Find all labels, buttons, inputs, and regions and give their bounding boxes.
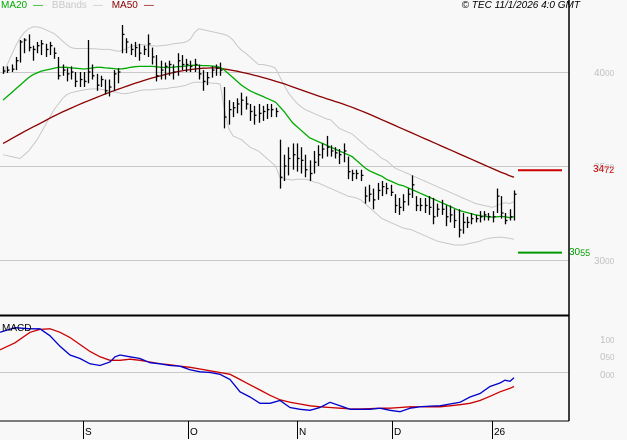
- gridlines: [0, 72, 569, 373]
- price-axis-label: 4000: [594, 68, 615, 79]
- x-axis-label: 26: [494, 427, 506, 438]
- chart-frame: [0, 0, 570, 422]
- price-bars: [2, 25, 517, 238]
- resistance-label: 3472: [593, 164, 615, 176]
- legend-ma20: MA20: [1, 0, 28, 11]
- x-axis-label: O: [190, 427, 198, 438]
- x-axis-label: D: [394, 427, 402, 438]
- copyright-timestamp: © TEC 11/1/2026 4:0 GMT: [461, 0, 580, 11]
- legend-ma50: MA50: [111, 0, 138, 11]
- x-axis-label: N: [299, 427, 307, 438]
- macd-lines: [0, 327, 515, 413]
- macd-axis-label: 100: [600, 335, 615, 346]
- chart-legend: MA20 — BBands — MA50 —: [1, 0, 160, 11]
- macd-axis-label: 050: [600, 352, 615, 363]
- price-axis-label: 3000: [594, 256, 615, 267]
- price-axis-label: 3500: [594, 162, 615, 173]
- macd-panel-title: MACD: [2, 323, 32, 334]
- ma50-line: [2, 67, 515, 178]
- legend-bbands-swatch: —: [92, 0, 103, 11]
- legend-ma20-swatch: —: [33, 0, 44, 11]
- support-label: 3055: [569, 246, 591, 258]
- ma20-line: [2, 64, 515, 219]
- legend-bbands: BBands: [51, 0, 87, 11]
- macd-axis-label: 000: [600, 370, 615, 381]
- support-resistance-levels: [518, 169, 562, 254]
- legend-ma50-swatch: —: [143, 0, 154, 11]
- x-axis-ticks: [83, 421, 493, 439]
- x-axis-label: S: [85, 427, 92, 438]
